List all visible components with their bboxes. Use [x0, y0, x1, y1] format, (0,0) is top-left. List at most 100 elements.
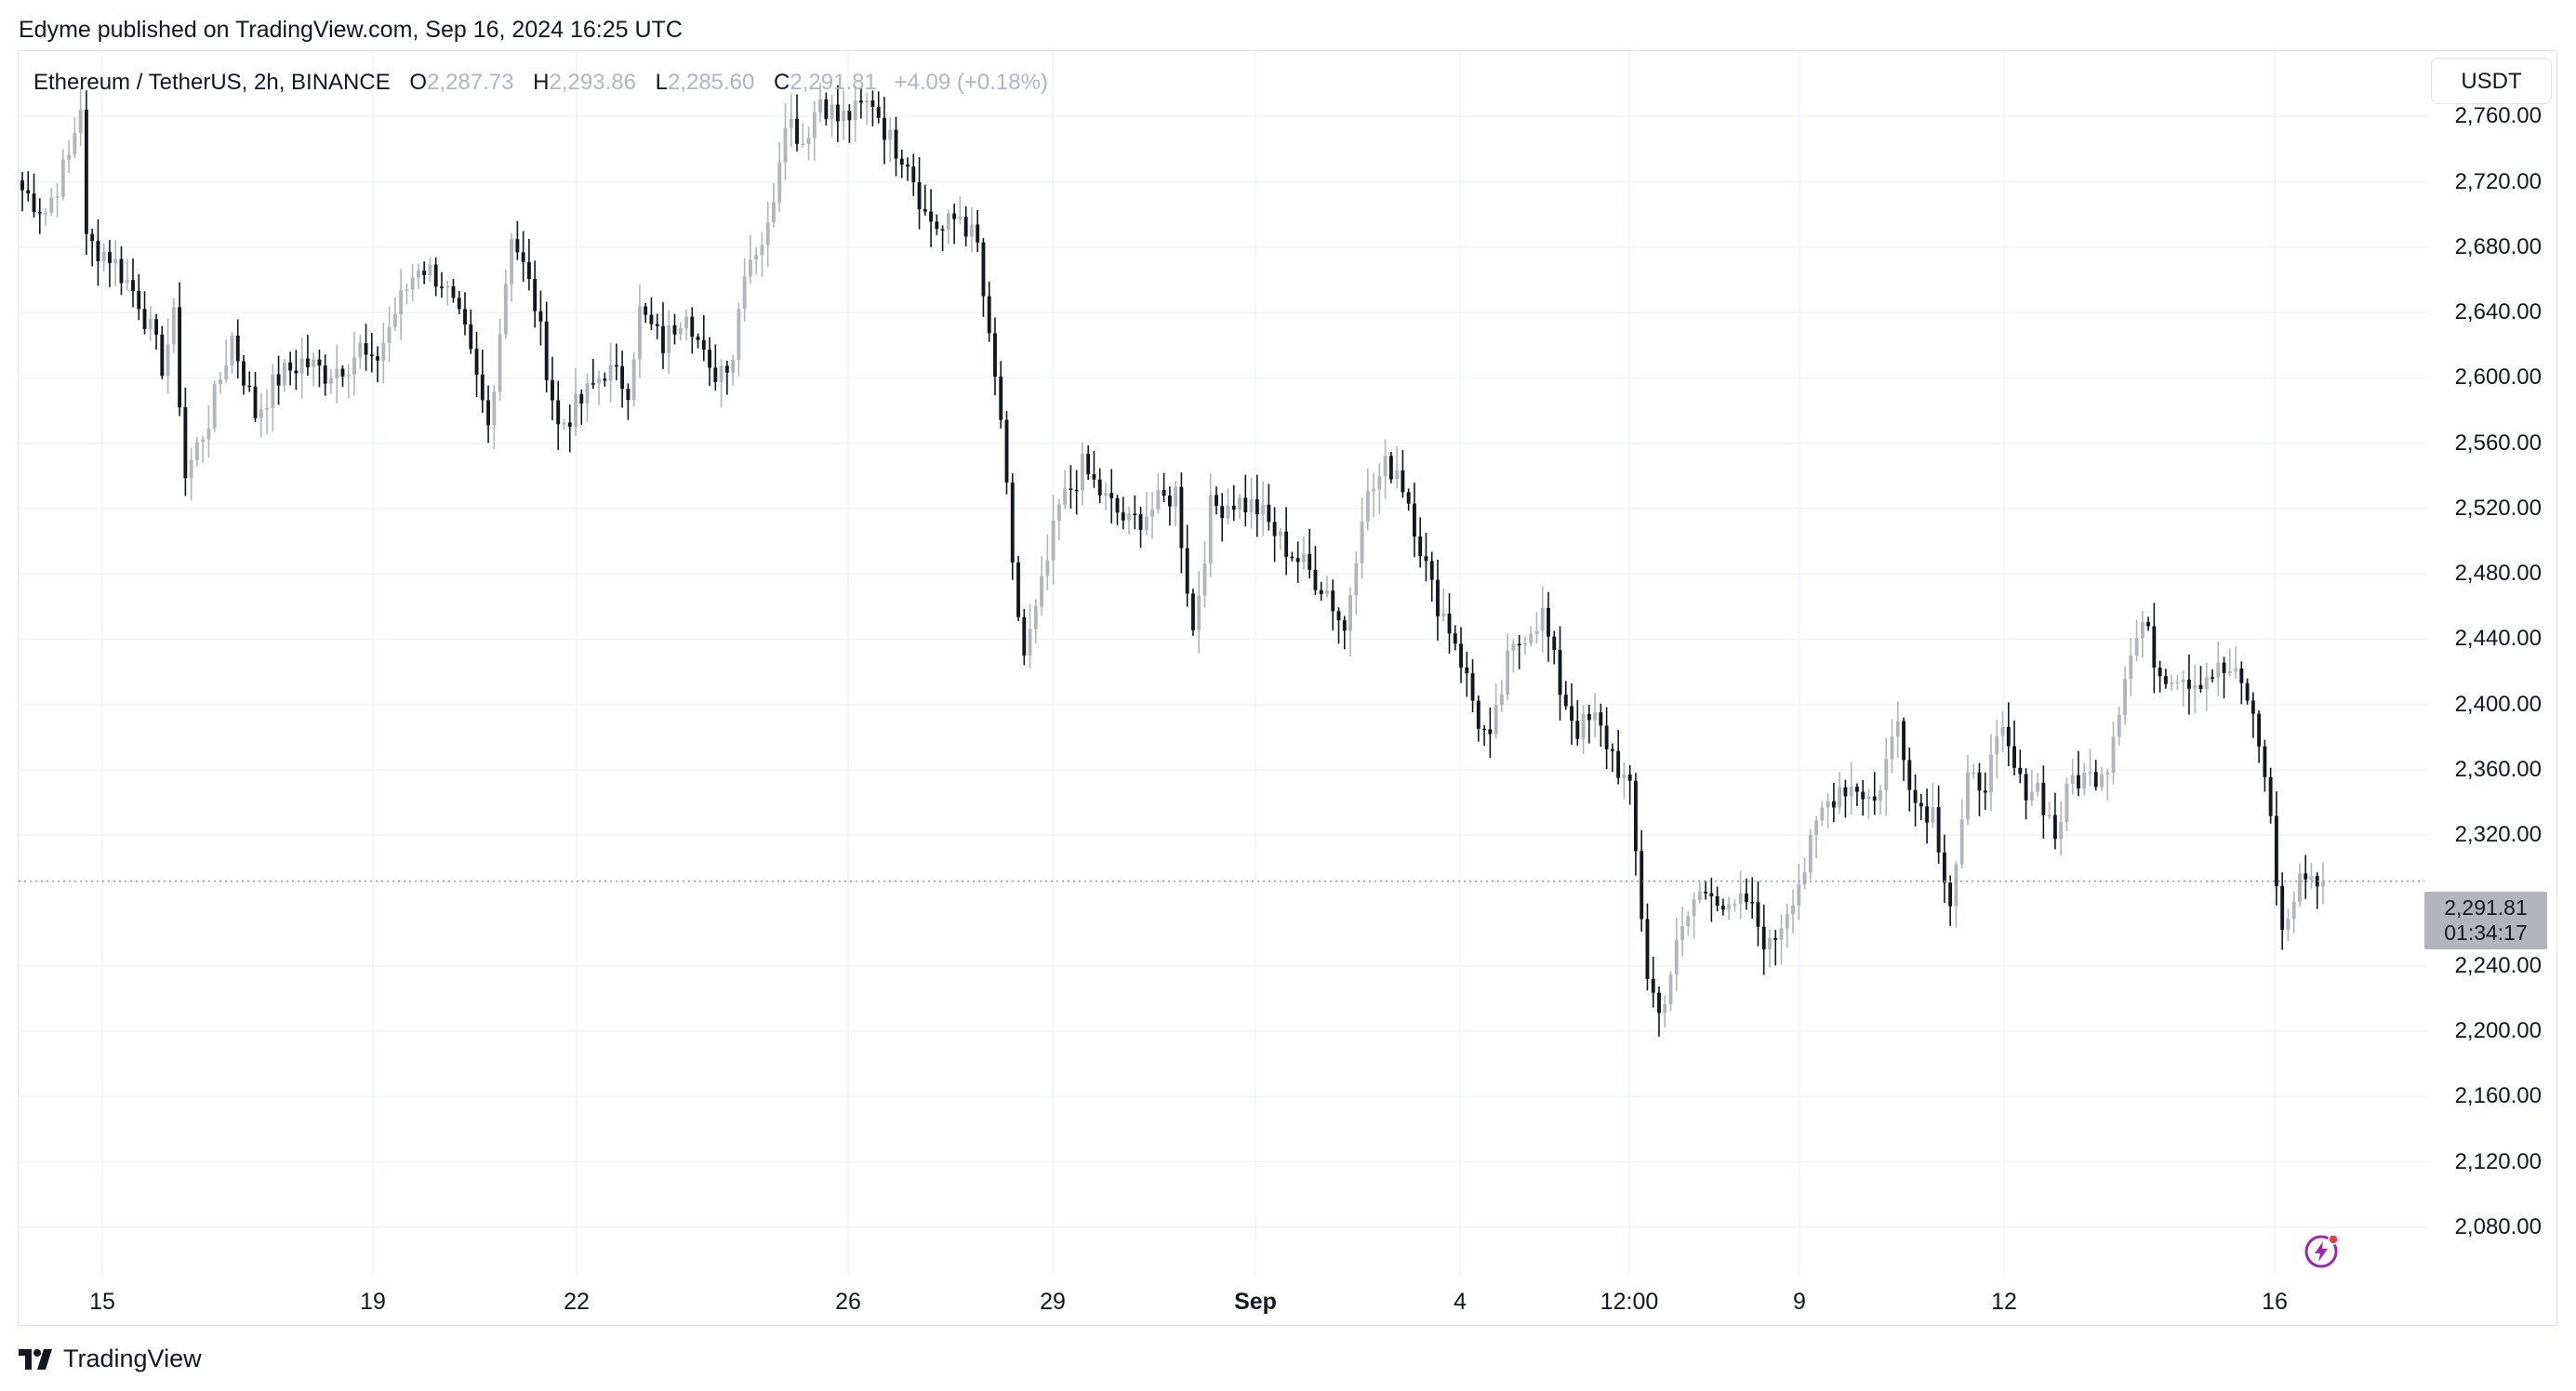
candle-body: [649, 314, 654, 325]
candle-body: [2029, 791, 2034, 801]
candle-body: [1529, 633, 1534, 643]
candle-body: [842, 110, 846, 122]
candle-body: [2170, 682, 2174, 684]
candle-body: [585, 383, 590, 404]
candle-body: [1138, 514, 1143, 530]
candle-body: [113, 258, 118, 263]
candle-body: [1773, 937, 1778, 940]
candle-body: [305, 358, 310, 367]
candle-body: [708, 350, 712, 368]
currency-unit-button[interactable]: USDT: [2431, 58, 2552, 104]
lightning-bolt-icon[interactable]: [2303, 1233, 2340, 1270]
candle-body: [1959, 819, 1964, 865]
candle-body: [772, 202, 776, 223]
candle-body: [1272, 522, 1277, 537]
candle-body: [259, 409, 263, 418]
candle-body: [678, 327, 683, 335]
candle-body: [1226, 505, 1230, 519]
candle-body: [171, 307, 176, 345]
candle-body: [1301, 553, 1306, 563]
candle-body: [835, 104, 840, 122]
candle-body: [1190, 593, 1195, 630]
candle-body: [271, 374, 275, 408]
candle-body: [1744, 893, 1748, 903]
x-tick-label: 12:00: [1600, 1289, 1659, 1315]
candle-body: [1814, 820, 1819, 835]
candle-body: [830, 104, 834, 119]
candle-body: [865, 99, 870, 103]
candle-body: [1919, 802, 1923, 807]
candle-body: [899, 158, 904, 165]
candle-body: [1063, 488, 1068, 505]
candle-body: [1342, 620, 1347, 631]
y-tick-label: 2,240.00: [2454, 952, 2542, 978]
symbol-name[interactable]: Ethereum / TetherUS, 2h, BINANCE: [33, 70, 391, 95]
y-tick-label: 2,600.00: [2454, 364, 2542, 391]
candle-body: [2321, 881, 2325, 887]
candle-body: [1570, 706, 1573, 722]
candle-body: [1616, 750, 1621, 778]
candle-body: [1092, 474, 1096, 480]
candle-body: [1791, 905, 1795, 915]
candle-body: [1243, 497, 1248, 512]
candle-body: [399, 290, 404, 315]
candle-body: [626, 389, 631, 401]
candle-body: [923, 209, 927, 212]
candle-body: [1581, 713, 1586, 739]
candle-body: [2129, 656, 2133, 680]
candle-body: [346, 375, 351, 377]
candle-body: [1482, 728, 1487, 731]
tradingview-logo-icon: [19, 1348, 52, 1370]
tradingview-logo[interactable]: TradingView: [19, 1345, 202, 1373]
candle-body: [858, 100, 863, 103]
candle-body: [1255, 499, 1259, 515]
candle-body: [1476, 700, 1481, 729]
candle-body: [1558, 650, 1562, 696]
candle-body: [2204, 677, 2209, 690]
candle-body: [463, 309, 467, 325]
candle-body: [335, 368, 339, 378]
candle-body: [1377, 476, 1382, 490]
candle-body: [847, 110, 852, 121]
candle-body: [2146, 621, 2151, 627]
candle-body: [917, 181, 922, 210]
candle-body: [1704, 892, 1708, 894]
candle-body: [457, 298, 461, 310]
candle-body: [1494, 705, 1498, 735]
candle-body: [387, 326, 392, 343]
candle-body: [2187, 679, 2191, 689]
candle-body: [1319, 590, 1323, 594]
candle-body: [1086, 454, 1091, 475]
candle-body: [253, 386, 258, 418]
low-value: 2,285.60: [667, 70, 755, 95]
candle-body: [958, 217, 963, 219]
candle-body: [1645, 919, 1650, 979]
candle-body: [1942, 852, 1946, 883]
candle-body: [1133, 513, 1137, 515]
open-label: O: [409, 70, 428, 95]
candle-body: [742, 276, 747, 310]
candle-body: [392, 314, 397, 327]
candle-body: [789, 118, 793, 128]
last-price-value: 2,291.81: [2444, 895, 2528, 920]
chart-frame: [18, 50, 2557, 1326]
candle-body: [737, 309, 741, 360]
candle-body: [1429, 561, 1434, 580]
candle-body: [760, 245, 764, 256]
last-price-tag: 2,291.81 01:34:17: [2424, 892, 2547, 949]
bar-countdown: 01:34:17: [2444, 921, 2528, 945]
candle-body: [620, 365, 625, 390]
candle-body: [870, 99, 875, 108]
candle-body: [2257, 713, 2262, 747]
candle-body: [690, 316, 695, 338]
candle-body: [1104, 493, 1108, 496]
candle-body: [1121, 512, 1125, 521]
candle-body: [1179, 486, 1184, 549]
candle-body: [1331, 590, 1335, 612]
candle-body: [567, 422, 572, 427]
candle-body: [2077, 775, 2080, 789]
candle-body: [1779, 928, 1784, 940]
candle-body: [1325, 590, 1329, 594]
candle-body: [206, 428, 211, 440]
